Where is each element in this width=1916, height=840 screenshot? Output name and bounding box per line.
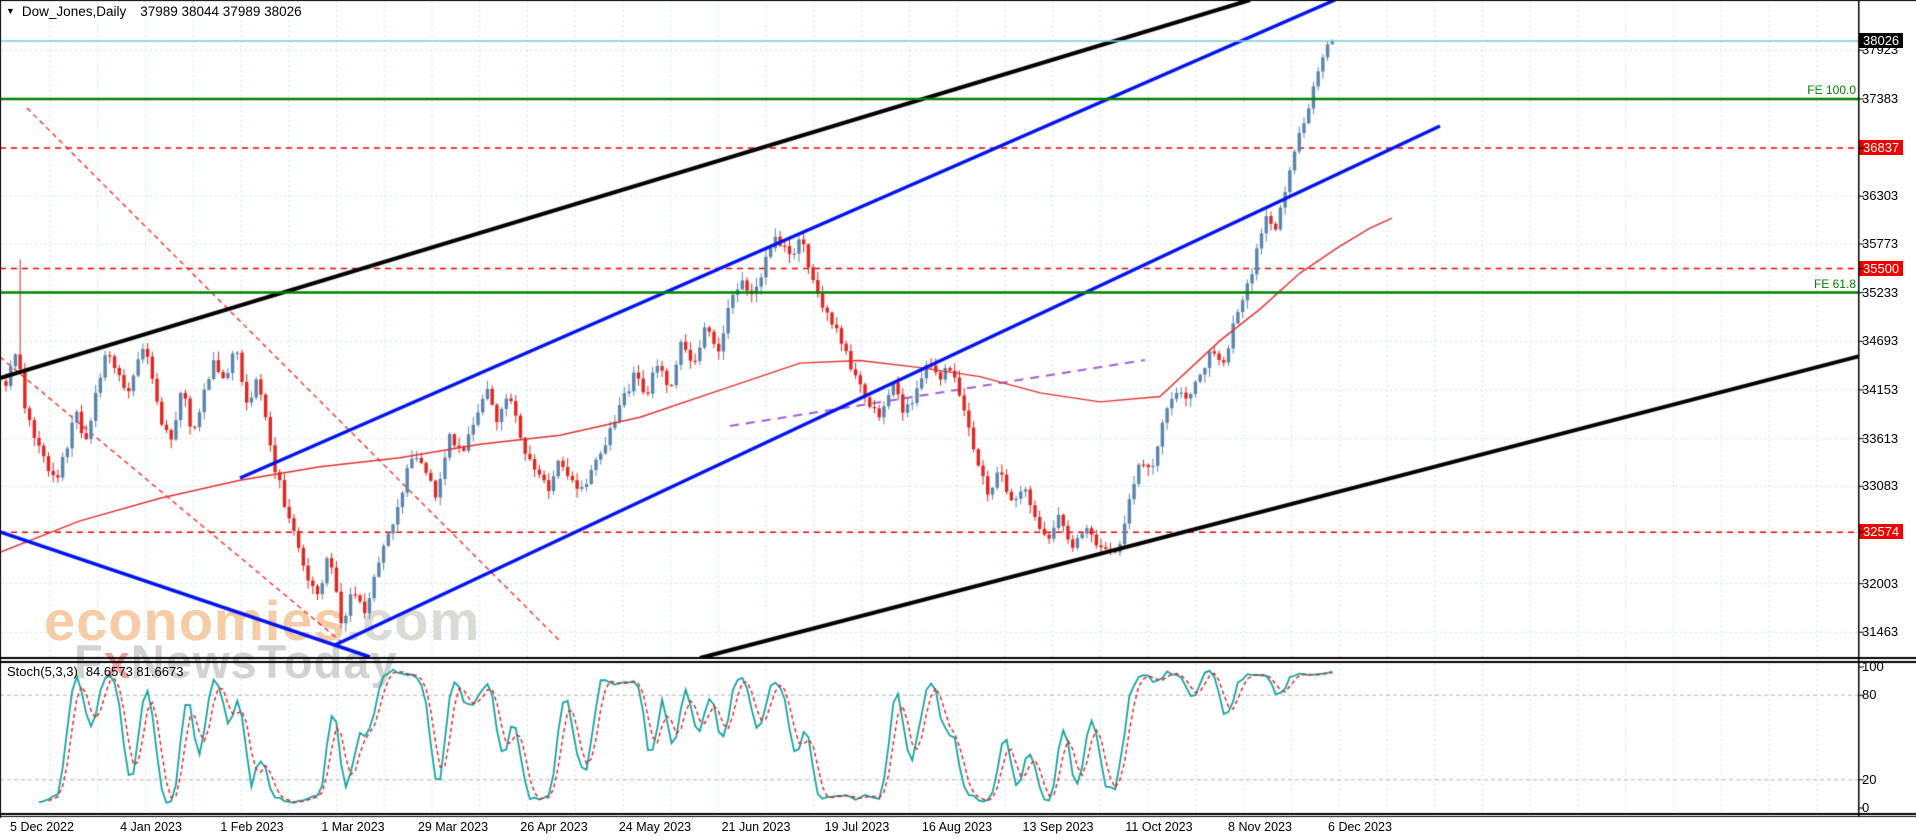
chart-title: ▼ Dow_Jones,Daily 37989 38044 37989 38026 [6, 4, 302, 19]
indicator-name: Stoch(5,3,3) [7, 664, 78, 679]
ohlc-values: 37989 38044 37989 38026 [140, 4, 302, 19]
indicator-values: 84.6573 81.6673 [85, 664, 184, 679]
chevron-down-icon[interactable]: ▼ [6, 6, 15, 16]
symbol-period-label: Dow_Jones,Daily [21, 4, 127, 19]
indicator-label: Stoch(5,3,3) 84.6573 81.6673 [7, 664, 183, 679]
